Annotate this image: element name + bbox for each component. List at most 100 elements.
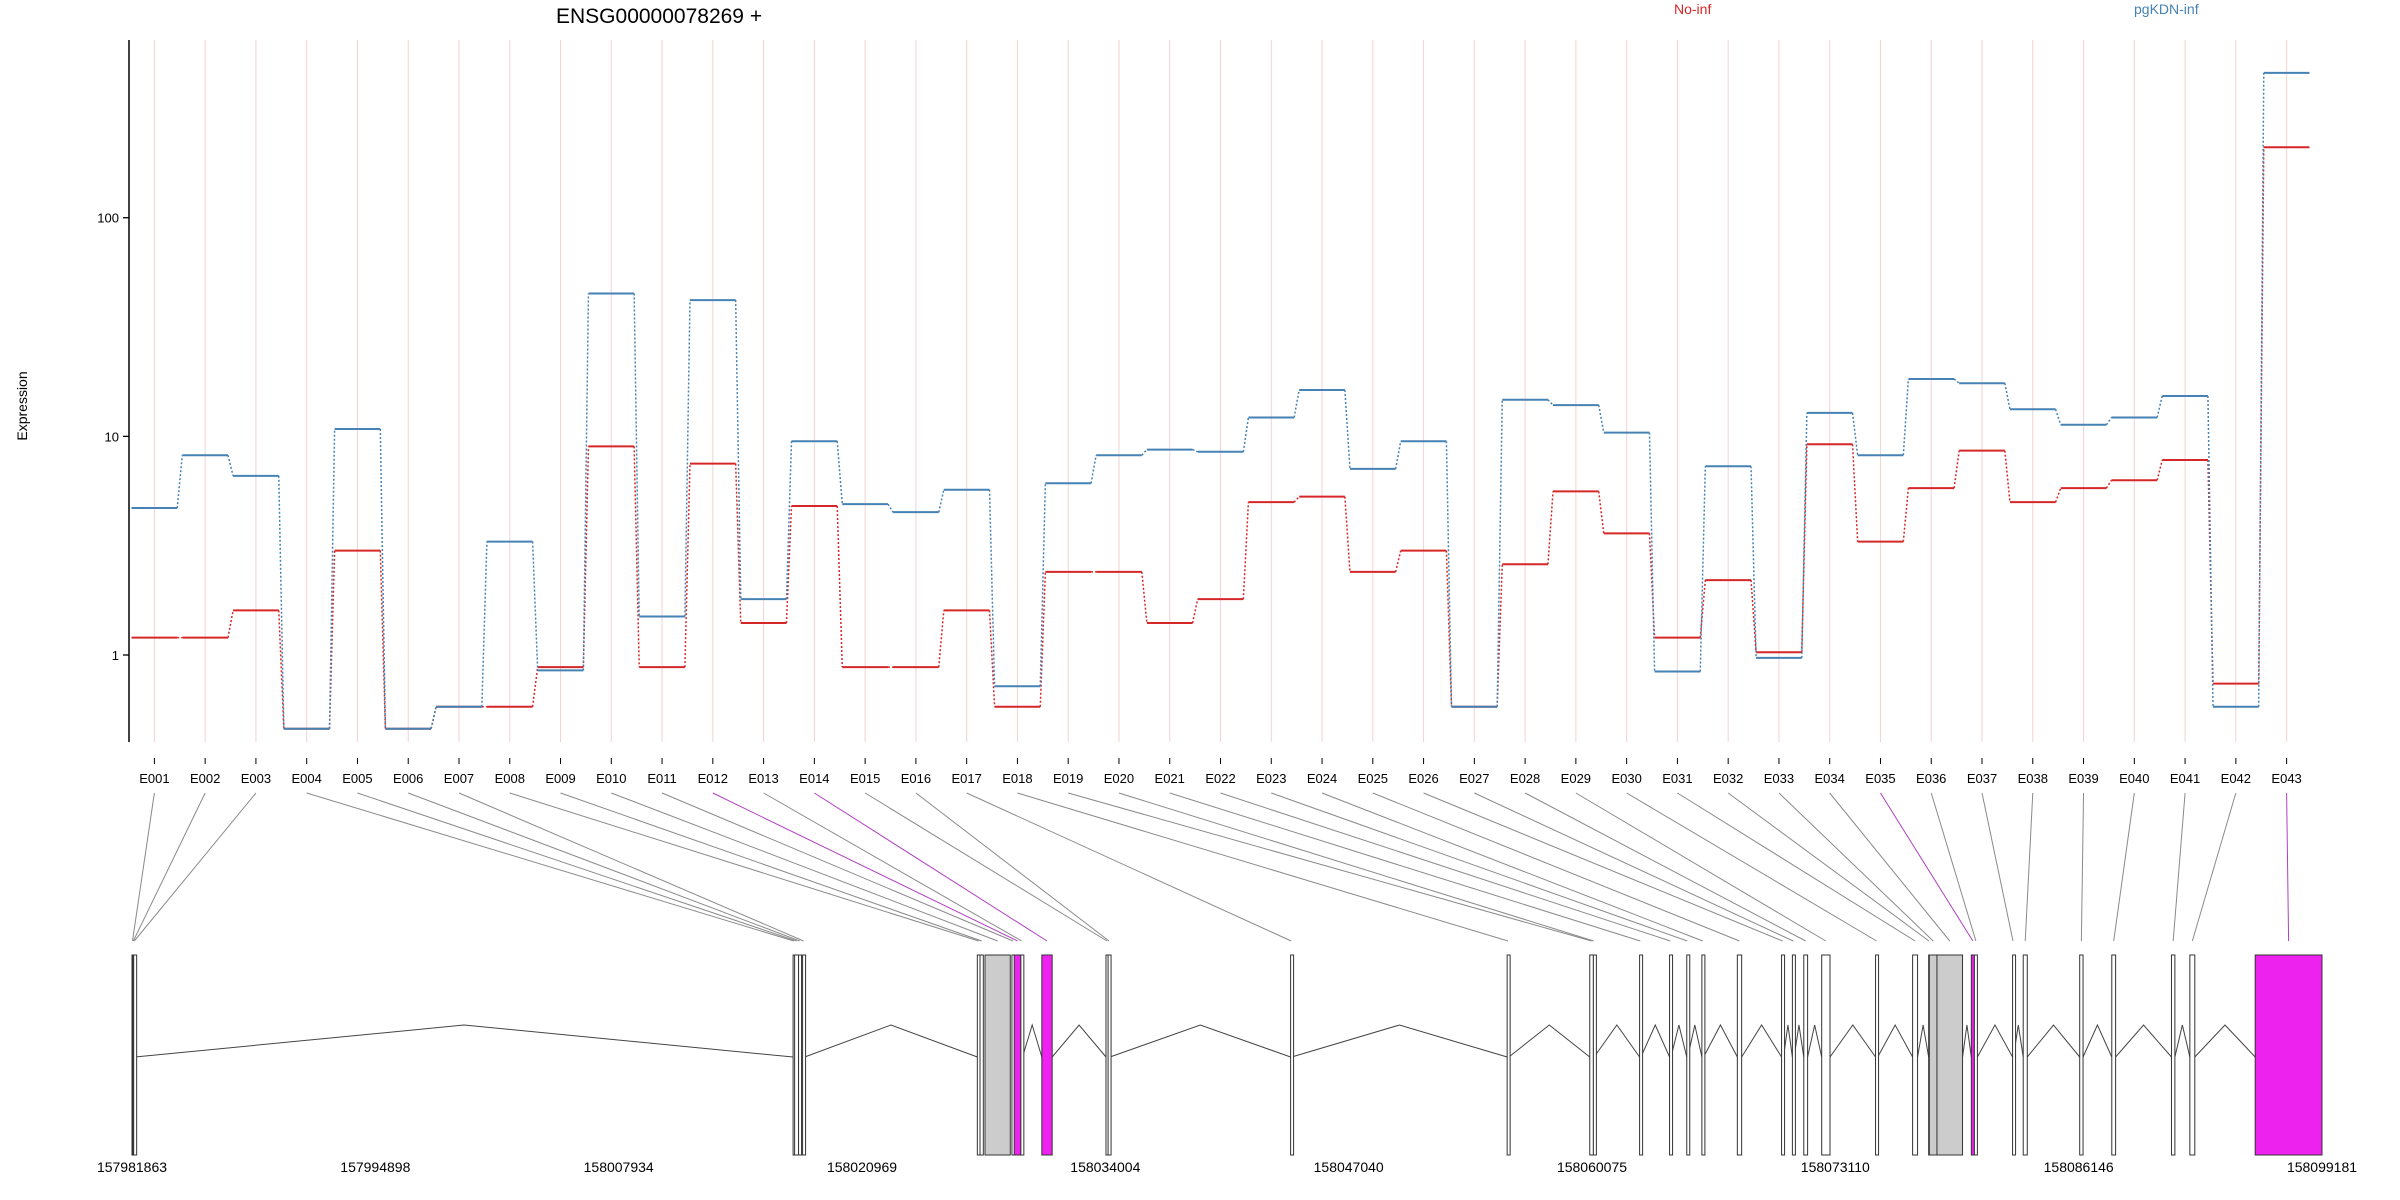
exon-box [1781, 954, 1786, 1156]
step-connector [887, 503, 894, 513]
step-connector [1953, 450, 1960, 489]
step-connector [1293, 496, 1300, 503]
exon-box [1107, 954, 1112, 1156]
intron-line [2115, 1024, 2172, 1058]
exon-box [1701, 954, 1706, 1156]
step-connector [1242, 417, 1250, 452]
step-connector [684, 300, 691, 617]
exon-box [1639, 954, 1644, 1156]
series-lines [131, 71, 2310, 730]
exon-connector-line [611, 792, 998, 942]
step-connector [836, 506, 844, 668]
step-connector [1344, 389, 1351, 469]
y-tick-label: 1 [112, 648, 119, 663]
intron-line [804, 1024, 978, 1058]
x-tick-label: E020 [1104, 771, 1134, 786]
step-connector [430, 706, 437, 729]
step-connector [1750, 466, 1757, 658]
x-tick-label: E006 [393, 771, 423, 786]
step-connector [1597, 404, 1605, 433]
exon-connector-line [1727, 792, 1930, 942]
step-connector [2054, 487, 2062, 503]
exon-connector-line [1930, 792, 1977, 942]
x-tick-label: E016 [901, 771, 931, 786]
step-connector [836, 441, 844, 505]
x-tick-label: E013 [748, 771, 778, 786]
legend-pgkdn-inf: pgKDN-inf [2134, 1, 2199, 17]
step-connector [785, 441, 793, 600]
gene-model [131, 954, 2323, 1156]
step-connector [430, 706, 437, 729]
y-tick-label: 10 [105, 429, 119, 444]
x-tick-label: E034 [1815, 771, 1845, 786]
exon-connector-line [712, 792, 1018, 942]
step-connector [1344, 496, 1351, 572]
exon-connector-line [306, 792, 795, 942]
x-tick-label: E012 [698, 771, 728, 786]
intron-line [1508, 1024, 1591, 1058]
step-connector [1699, 466, 1707, 672]
intron-line [1022, 1023, 1043, 1058]
intron-line [2026, 1024, 2081, 1058]
step-connector [2054, 409, 2062, 425]
exon-box [1821, 954, 1831, 1156]
exon-connector-line [1981, 792, 2014, 942]
intron-line [2194, 1024, 2256, 1058]
exon-box [1589, 954, 1594, 1156]
y-tick-label: 100 [97, 211, 119, 226]
intron-line [1640, 1023, 1671, 1058]
coordinate-labels: 157981863 157994898 158007934 158020969 1580… [97, 1159, 2357, 1175]
exon-connector-line [1677, 792, 1916, 942]
step-connector [1801, 412, 1808, 658]
exon-connector-line [1778, 792, 1934, 942]
x-tick-label: E042 [2221, 771, 2251, 786]
exon-connector-line [1271, 792, 1688, 942]
intron-line [1670, 1024, 1688, 1058]
intron-line [1829, 1024, 1876, 1058]
step-connector [1902, 378, 1910, 456]
exon-connector-line [2172, 792, 2186, 942]
exon-connector-line [1626, 792, 1877, 942]
exon-box [798, 954, 803, 1156]
genomic-coordinate-label: 157981863 [97, 1159, 167, 1175]
exon-connector-line [661, 792, 1014, 942]
exon-box [2189, 954, 2196, 1156]
exon-connector-line [1524, 792, 1806, 942]
x-tick-label: E043 [2271, 771, 2301, 786]
step-connector [988, 489, 996, 687]
intron-line [1109, 1024, 1291, 1058]
exon-connector-line [2286, 792, 2290, 942]
step-connector [1039, 571, 1047, 707]
step-connector [1597, 491, 1605, 534]
x-tick-label: E001 [139, 771, 169, 786]
step-connector [1394, 550, 1402, 573]
grid-lines [153, 40, 2288, 742]
step-connector [481, 541, 488, 707]
exon-connector-line [133, 792, 257, 942]
step-connector [2207, 395, 2214, 707]
step-connector [1547, 399, 1554, 406]
x-tick-label: E024 [1307, 771, 1337, 786]
x-tick-label: E019 [1053, 771, 1083, 786]
intron-line [134, 1024, 794, 1058]
exon-connector-line [1220, 792, 1671, 942]
intron-line [2174, 1024, 2191, 1058]
exon-box [1041, 954, 1053, 1156]
exon-box [1936, 954, 1964, 1156]
x-tick-label: E007 [444, 771, 474, 786]
genomic-coordinate-label: 158007934 [584, 1159, 654, 1175]
step-connector [633, 293, 640, 617]
step-connector [1192, 448, 1198, 453]
x-tick-label: E031 [1662, 771, 1692, 786]
genomic-coordinate-label: 158034004 [1070, 1159, 1140, 1175]
x-tick-label: E028 [1510, 771, 1540, 786]
step-connector [531, 667, 539, 707]
intron-line [1962, 1024, 1972, 1058]
step-connector [1039, 483, 1047, 687]
exon-box [2254, 954, 2323, 1156]
x-tick-label: E027 [1459, 771, 1489, 786]
exon-box [2012, 954, 2017, 1156]
step-connector [1242, 502, 1250, 600]
step-connector [2105, 417, 2113, 426]
